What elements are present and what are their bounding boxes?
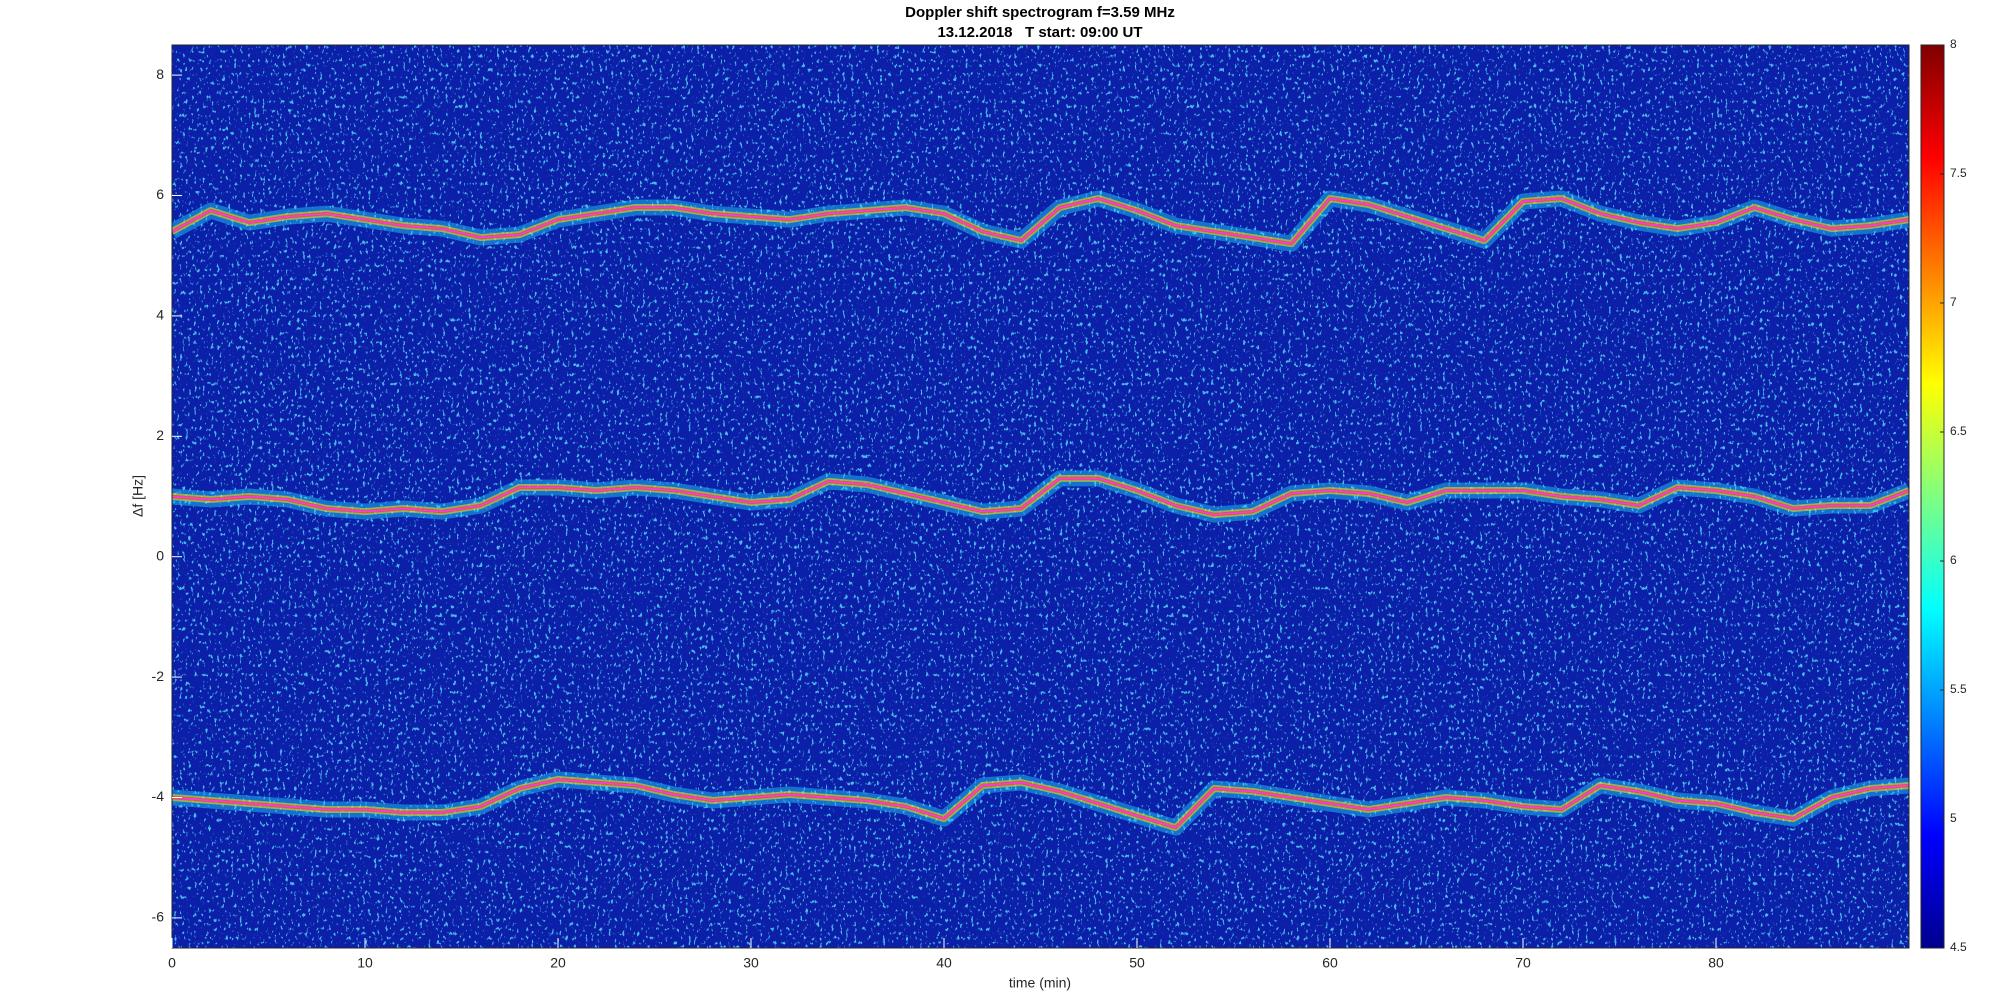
- x-tick-label: 30: [743, 955, 759, 971]
- trace-line: [172, 778, 1909, 829]
- chart-subtitle: 13.12.2018 T start: 09:00 UT: [937, 24, 1142, 41]
- x-tick-label: 60: [1322, 955, 1338, 971]
- x-tick-label: 10: [357, 955, 373, 971]
- axes: 0 10 20 30 40 50 60 70 80 -6 -4 -2 0 2 4 6 8 4.5 5 5.5 6 6.5 7…: [152, 37, 1967, 971]
- colorbar-tick-label: 5.5: [1950, 682, 1967, 696]
- plot-area: [172, 45, 1909, 948]
- x-tick-label: 80: [1708, 955, 1724, 971]
- colorbar-tick-label: 6: [1950, 553, 1957, 567]
- colorbar-tick-label: 6.5: [1950, 424, 1967, 438]
- y-tick-label: -4: [152, 788, 165, 804]
- axes-box: [171, 44, 1910, 949]
- colorbar-tick-label: 7: [1950, 295, 1957, 309]
- colorbar-tick-label: 8: [1950, 37, 1957, 51]
- x-tick-label: 20: [550, 955, 566, 971]
- x-axis-label: time (min): [1009, 975, 1071, 991]
- y-axis-label: Δf [Hz]: [130, 475, 146, 517]
- x-tick-label: 40: [936, 955, 952, 971]
- y-tick-label: 0: [156, 547, 164, 563]
- colorbar: [1920, 44, 1945, 949]
- y-tick-label: -6: [152, 909, 165, 925]
- y-tick-label: 2: [156, 427, 164, 443]
- y-tick-label: 6: [156, 186, 164, 202]
- colorbar-tick-label: 7.5: [1950, 166, 1967, 180]
- y-tick-label: -2: [152, 668, 165, 684]
- y-tick-label: 8: [156, 66, 164, 82]
- x-tick-label: 0: [168, 955, 176, 971]
- x-tick-label: 70: [1515, 955, 1531, 971]
- colorbar-tick-label: 5: [1950, 811, 1957, 825]
- colorbar-tick-label: 4.5: [1950, 940, 1967, 954]
- trace-line: [172, 477, 1909, 516]
- chart-title: Doppler shift spectrogram f=3.59 MHz: [905, 4, 1175, 21]
- y-tick-label: 4: [156, 307, 164, 323]
- x-tick-label: 50: [1129, 955, 1145, 971]
- trace-line: [172, 197, 1909, 245]
